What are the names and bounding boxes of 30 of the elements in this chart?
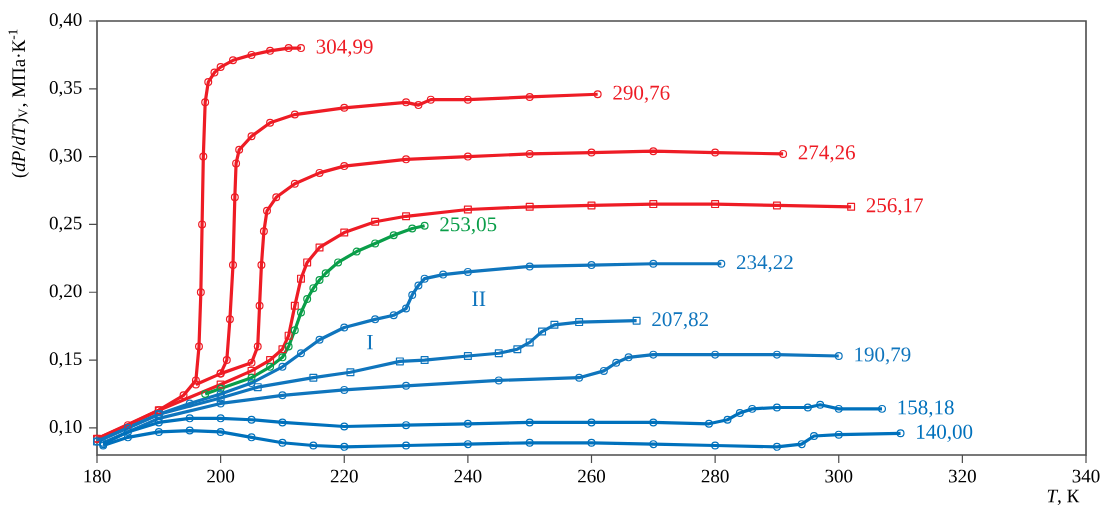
x-axis-title: T, К [1047, 489, 1080, 506]
y-tick-label: 0,25 [49, 216, 82, 233]
y-tick-label: 0,35 [49, 81, 82, 97]
annotation: I [367, 334, 373, 350]
x-tick-label: 280 [701, 469, 729, 483]
y-tick-label: 0,20 [49, 284, 82, 301]
x-tick-label: 180 [84, 469, 111, 483]
x-tick-label: 200 [207, 469, 235, 483]
series-label: 158,18 [898, 400, 954, 418]
series-label: 140,00 [917, 424, 973, 442]
y-tick-label: 0,15 [49, 352, 82, 368]
series-label: 234,22 [736, 255, 793, 273]
x-tick-label: 320 [949, 469, 976, 483]
x-tick-label: 240 [454, 469, 482, 483]
x-tick-label: 220 [330, 469, 358, 483]
series-label: 190,79 [855, 347, 911, 365]
series-label: 207,82 [652, 312, 708, 330]
series-label: 274,26 [798, 145, 855, 163]
x-tick-label: 340 [1072, 469, 1100, 483]
y-tick-label: 0,40 [49, 13, 82, 29]
series-label: 253,05 [440, 217, 497, 235]
series-label: 290,76 [613, 85, 670, 103]
series-label: 304,99 [316, 39, 373, 57]
y-tick-label: 0,30 [49, 148, 82, 165]
series-label: 256,17 [866, 198, 923, 216]
x-tick-label: 300 [825, 469, 853, 483]
x-tick-label: 260 [578, 469, 606, 483]
y-tick-label: 0,10 [49, 420, 82, 436]
y-axis-title: (dP/dT)$_{V}$, МПа·К$^{-1}$ [8, 29, 29, 178]
annotation: II [472, 291, 486, 306]
